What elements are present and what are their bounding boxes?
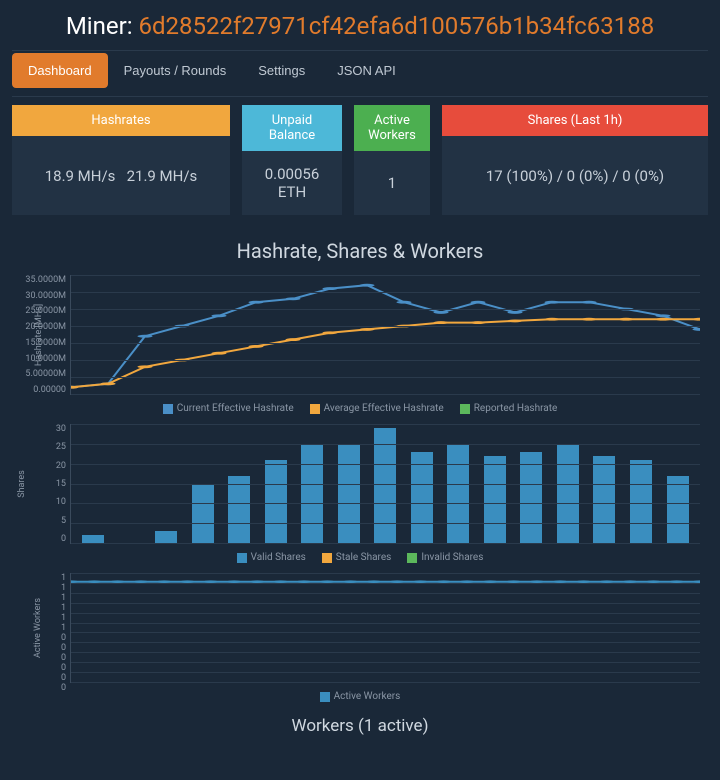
share-bar (667, 476, 689, 543)
panel-shares: Shares (Last 1h) 17 (100%) / 0 (0%) / 0 … (442, 105, 708, 215)
hashrate-plot (70, 275, 700, 395)
hashrate-yticks: 35.0000M30.0000M25.0000M20.0000M15.0000M… (20, 275, 70, 395)
shares-ylabel: Shares (17, 470, 27, 498)
share-bar (265, 460, 287, 543)
shares-chart: Shares 302520151050 (20, 424, 700, 544)
hashrate-chart: Hashrate [MHs] 35.0000M30.0000M25.0000M2… (20, 275, 700, 395)
panel-shares-title: Shares (Last 1h) (442, 105, 708, 136)
share-bar (338, 444, 360, 543)
shares-plot (70, 424, 700, 544)
share-bar (411, 452, 433, 543)
legend-current: Current Effective Hashrate (163, 403, 294, 414)
workers-ylabel: Active Workers (33, 598, 43, 658)
share-bar (520, 452, 542, 543)
hashrate-current: 18.9 MH/s (45, 167, 116, 185)
share-bar (301, 444, 323, 543)
tab-payouts[interactable]: Payouts / Rounds (108, 51, 243, 90)
shares-yticks: 302520151050 (20, 424, 70, 544)
panel-workers-title: Active Workers (354, 105, 430, 151)
tab-settings[interactable]: Settings (242, 51, 321, 90)
share-bar (155, 531, 177, 543)
tab-dashboard[interactable]: Dashboard (12, 53, 108, 88)
tab-bar: Dashboard Payouts / Rounds Settings JSON… (12, 50, 708, 90)
legend-invalid: Invalid Shares (407, 552, 483, 563)
workers-plot (70, 573, 700, 683)
share-bar (228, 476, 250, 543)
panel-unpaid-title: Unpaid Balance (242, 105, 342, 151)
tab-json-api[interactable]: JSON API (321, 51, 412, 90)
hashrate-avg: 21.9 MH/s (127, 167, 198, 185)
workers-yticks: 111111000000 (20, 573, 70, 683)
panel-hashrates-value: 18.9 MH/s 21.9 MH/s (12, 136, 230, 215)
miner-address: 6d28522f27971cf42efa6d100576b1b34fc63188 (138, 12, 654, 40)
panel-hashrates: Hashrates 18.9 MH/s 21.9 MH/s (12, 105, 230, 215)
miner-label: Miner: (66, 12, 139, 40)
shares-legend: Valid Shares Stale Shares Invalid Shares (20, 552, 700, 563)
page-title: Miner: 6d28522f27971cf42efa6d100576b1b34… (12, 12, 708, 40)
share-bar (484, 456, 506, 543)
legend-avg: Average Effective Hashrate (310, 403, 444, 414)
share-bar (374, 428, 396, 543)
legend-stale: Stale Shares (322, 552, 392, 563)
workers-chart: Active Workers 111111000000 (20, 573, 700, 683)
panel-unpaid: Unpaid Balance 0.00056 ETH (242, 105, 342, 215)
share-bar (82, 535, 104, 543)
share-bar (557, 444, 579, 543)
panel-hashrates-title: Hashrates (12, 105, 230, 136)
panel-shares-value: 17 (100%) / 0 (0%) / 0 (0%) (442, 136, 708, 215)
share-bar (447, 444, 469, 543)
share-bar (192, 484, 214, 544)
hashrate-legend: Current Effective Hashrate Average Effec… (20, 403, 700, 414)
chart-title: Hashrate, Shares & Workers (20, 239, 700, 263)
panel-workers-value: 1 (354, 151, 430, 215)
legend-valid: Valid Shares (237, 552, 306, 563)
share-bar (593, 456, 615, 543)
stats-panels: Hashrates 18.9 MH/s 21.9 MH/s Unpaid Bal… (12, 96, 708, 215)
share-bar (630, 460, 652, 543)
workers-footer: Workers (1 active) (20, 716, 700, 736)
legend-reported: Reported Hashrate (460, 403, 558, 414)
panel-workers: Active Workers 1 (354, 105, 430, 215)
workers-legend: Active Workers (20, 691, 700, 702)
legend-active-workers: Active Workers (320, 691, 401, 702)
panel-unpaid-value: 0.00056 ETH (242, 151, 342, 215)
hashrate-ylabel: Hashrate [MHs] (34, 304, 44, 366)
